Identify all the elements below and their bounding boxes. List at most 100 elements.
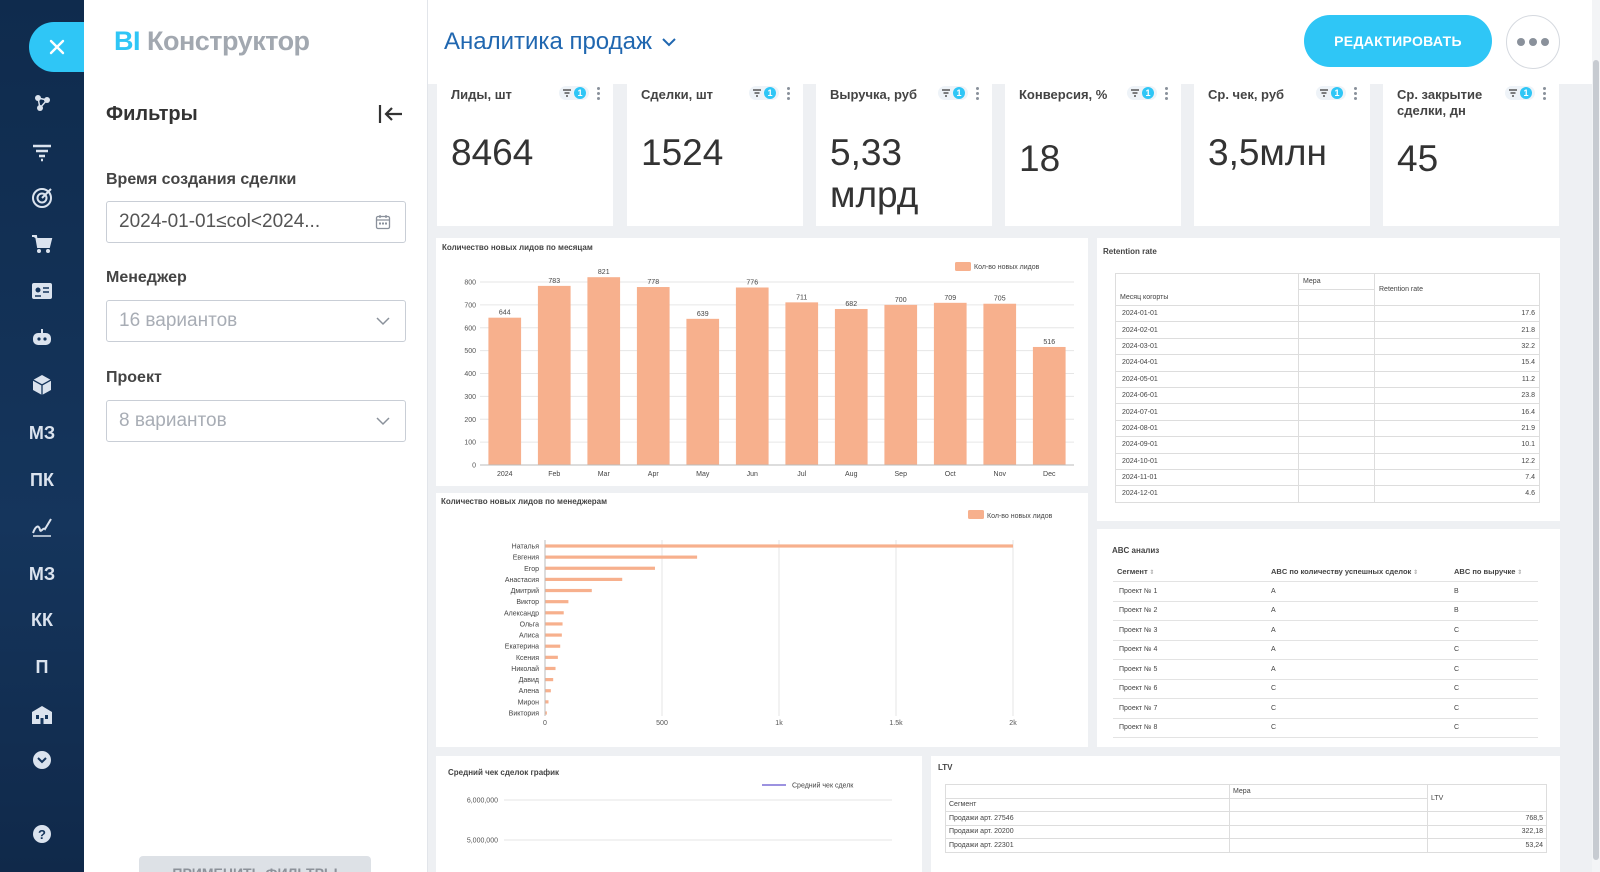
kebab-menu-icon[interactable] [1543, 86, 1547, 100]
manager-label: Менеджер [106, 269, 187, 286]
edit-button[interactable]: РЕДАКТИРОВАТЬ [1304, 15, 1492, 67]
bar [1032, 346, 1066, 465]
chevron-circle-icon[interactable] [24, 746, 60, 774]
manager-select[interactable]: 16 вариантов [106, 300, 406, 342]
created-time-input[interactable]: 2024-01-01≤col<2024... [106, 201, 406, 243]
cart-icon[interactable] [24, 230, 60, 258]
sortable-column-header[interactable]: ABC по количеству успешных сделок ⇕ [1267, 562, 1450, 582]
leads-by-month-chart: 0 100 200 300 400 500 600 700 800 644 2024 783 Feb 82… [464, 262, 1074, 478]
table-row: 2024-04-01 15.4 [1115, 354, 1540, 372]
kebab-menu-icon[interactable] [597, 86, 601, 100]
filter-badge[interactable]: 1 [749, 86, 779, 100]
abc-cell: A [1267, 581, 1450, 602]
legend-label: Кол-во новых лидов [974, 264, 1040, 271]
x-tick-label: 2024 [497, 471, 513, 478]
cohort-month-cell: 2024-02-01 [1115, 321, 1299, 339]
nav-text-pk[interactable]: ПК [30, 469, 54, 490]
y-tick-label: 400 [464, 371, 476, 378]
bar [545, 611, 564, 615]
calendar-icon[interactable] [373, 212, 393, 232]
page-scrollbar-thumb[interactable] [1593, 60, 1599, 860]
building-icon[interactable] [24, 701, 60, 729]
filter-badge[interactable]: 1 [559, 86, 589, 100]
table-row: 2024-12-01 4.6 [1115, 485, 1540, 503]
close-button[interactable] [29, 22, 85, 72]
kebab-menu-icon[interactable] [1354, 86, 1358, 100]
retention-col-header: Retention rate [1374, 273, 1540, 306]
kpi-actions: 1 [1316, 86, 1358, 100]
target-icon[interactable] [24, 184, 60, 212]
nav-text-m3[interactable]: МЗ [28, 422, 56, 443]
table-row: 2024-01-01 17.6 [1115, 304, 1540, 323]
segment-cell: Продажи арт. 22301 [945, 838, 1230, 853]
dashboard-header: Аналитика продаж РЕДАКТИРОВАТЬ [428, 0, 1600, 84]
y-tick-label: Алиса [519, 633, 539, 640]
funnel-icon[interactable] [24, 138, 60, 166]
filter-count: 1 [574, 87, 586, 99]
cohort-month-cell: 2024-06-01 [1115, 386, 1299, 405]
created-time-label: Время создания сделки [106, 171, 297, 188]
project-select[interactable]: 8 вариантов [106, 400, 406, 442]
y-tick-label: 100 [464, 440, 476, 447]
sites-icon[interactable] [24, 89, 60, 117]
kpi-value: 5,33 млрд [830, 132, 919, 215]
more-button[interactable] [1506, 15, 1560, 69]
sortable-column-header[interactable]: ABC по выручке ⇕ [1450, 562, 1538, 582]
contact-card-icon[interactable] [24, 277, 60, 305]
abc-cell: Проект № 5 [1113, 659, 1267, 680]
bar [983, 303, 1017, 465]
legend-label: Средний чек сделк [792, 782, 854, 790]
kebab-menu-icon[interactable] [976, 86, 980, 100]
bar [545, 622, 563, 626]
box-icon[interactable] [24, 371, 60, 399]
x-tick-label: May [696, 471, 710, 478]
column-label: Сегмент [1117, 567, 1148, 576]
data-label: 700 [895, 297, 907, 304]
y-tick-label: Николай [511, 665, 539, 673]
collapse-panel-icon[interactable] [376, 100, 406, 128]
chevron-down-icon [373, 311, 393, 331]
help-icon[interactable]: ? [24, 820, 60, 848]
nav-text-kk[interactable]: КК [31, 609, 53, 630]
filter-count: 1 [1331, 87, 1343, 99]
kebab-menu-icon[interactable] [787, 86, 791, 100]
table-row: 2024-05-01 11.2 [1115, 370, 1540, 388]
nav-text-p[interactable]: П [35, 656, 49, 677]
retention-value-cell: 17.6 [1374, 304, 1540, 323]
bar [545, 566, 655, 570]
cohort-month-cell: 2024-04-01 [1115, 354, 1299, 372]
created-time-value: 2024-01-01≤col<2024... [119, 211, 321, 232]
abc-cell: Проект № 4 [1113, 640, 1267, 660]
bar [686, 318, 720, 465]
signature-icon[interactable] [24, 513, 60, 541]
robot-icon[interactable] [24, 324, 60, 352]
y-tick-label: 700 [464, 302, 476, 309]
kpi-title: Ср. чек, руб [1208, 87, 1285, 102]
apply-filters-button[interactable]: ПРИМЕНИТЬ ФИЛЬТРЫ [139, 856, 371, 872]
kpi-actions: 1 [559, 86, 601, 100]
x-tick-label: Jul [797, 471, 806, 478]
bar [834, 308, 868, 465]
retention-value-cell: 21.9 [1374, 419, 1540, 438]
kebab-menu-icon[interactable] [1165, 86, 1169, 100]
kpi-value: 8464 [451, 132, 534, 173]
bar [545, 711, 547, 715]
x-tick-label: 2k [1009, 720, 1017, 727]
filter-badge[interactable]: 1 [1316, 86, 1346, 100]
x-tick-label: 1.5k [889, 720, 903, 727]
y-tick-label: 5,000,000 [467, 838, 498, 845]
sortable-column-header[interactable]: Сегмент ⇕ [1113, 562, 1267, 582]
filter-badge[interactable]: 1 [938, 86, 968, 100]
retention-value-cell: 15.4 [1374, 354, 1540, 372]
filter-badge[interactable]: 1 [1127, 86, 1157, 100]
filter-badge[interactable]: 1 [1505, 86, 1535, 100]
nav-text-m3-2[interactable]: МЗ [28, 563, 56, 584]
abc-cell: A [1267, 620, 1450, 641]
retention-value-cell: 7.4 [1374, 468, 1540, 487]
abc-cell: Проект № 8 [1113, 718, 1267, 738]
dashboard-title-dropdown[interactable]: Аналитика продаж [444, 28, 676, 56]
